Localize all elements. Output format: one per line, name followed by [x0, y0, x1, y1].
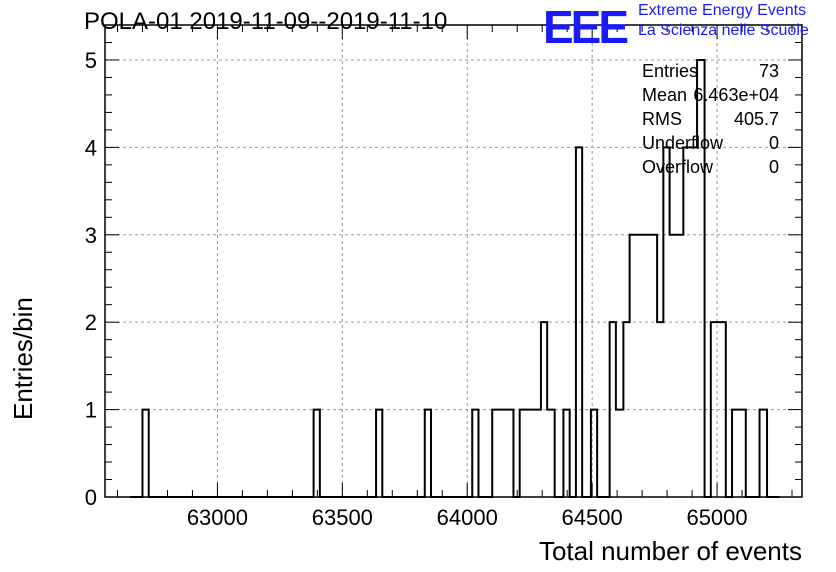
histogram-bin	[142, 410, 148, 497]
histogram-bin	[683, 147, 697, 497]
stats-box: Entries 73 Mean 6.463e+04 RMS 405.7 Unde…	[642, 59, 779, 179]
histogram-bin	[663, 147, 669, 497]
histogram-bin	[711, 322, 726, 497]
stat-value: 0	[768, 133, 779, 153]
logo-line-2: La Scienza nelle Scuole	[638, 22, 809, 39]
histogram-bin	[492, 410, 513, 497]
chart-title: POLA-01 2019-11-09--2019-11-10	[84, 8, 448, 35]
stat-row-entries: Entries 73	[642, 59, 779, 83]
histogram-bin	[760, 410, 767, 497]
stat-row-rms: RMS 405.7	[642, 107, 779, 131]
x-tick-label: 63500	[312, 505, 373, 530]
histogram-bin	[547, 410, 554, 497]
eee-logo: EEE	[543, 1, 629, 53]
x-tick-label: 63000	[187, 505, 248, 530]
y-tick-label: 3	[85, 223, 97, 248]
histogram-bin	[616, 410, 623, 497]
stat-row-underflow: Underflow 0	[642, 131, 779, 155]
y-tick-label: 2	[85, 310, 97, 335]
x-tick-label: 65000	[686, 505, 747, 530]
stat-value: 405.7	[733, 109, 779, 129]
stat-row-overflow: Overflow 0	[642, 155, 779, 179]
stat-label: Underflow	[642, 133, 724, 153]
stat-label: Overflow	[642, 157, 714, 177]
histogram-bin	[657, 322, 663, 497]
histogram-bin	[623, 322, 629, 497]
histogram-bin	[425, 410, 431, 497]
histogram-bin	[610, 322, 616, 497]
y-tick-label: 1	[85, 398, 97, 423]
y-tick-label: 0	[85, 485, 97, 510]
plot-frame	[104, 24, 803, 498]
histogram-bin	[732, 410, 746, 497]
histogram-bin	[563, 410, 569, 497]
logo-line-1: Extreme Energy Events	[638, 2, 807, 19]
stat-row-mean: Mean 6.463e+04	[642, 83, 779, 107]
x-axis-label: Total number of events	[538, 536, 802, 566]
histogram-bin	[630, 235, 657, 497]
histogram-bin	[472, 410, 478, 497]
histogram-bin	[541, 322, 547, 497]
stat-value: 0	[768, 157, 779, 177]
stat-label: Mean	[642, 85, 688, 105]
stat-label: RMS	[642, 109, 682, 129]
y-tick-label: 4	[85, 135, 97, 160]
stat-label: Entries	[642, 61, 699, 81]
y-axis-label: Entries/bin	[8, 297, 38, 420]
histogram-bin	[576, 147, 582, 497]
histogram-bin	[314, 410, 320, 497]
histogram-bin	[520, 410, 541, 497]
x-tick-label: 64000	[437, 505, 498, 530]
stat-value: 73	[758, 61, 779, 81]
plot-area	[105, 25, 802, 497]
stat-value: 6.463e+04	[693, 85, 779, 105]
y-tick-label: 5	[85, 48, 97, 73]
histogram-bin	[376, 410, 382, 497]
histogram-bin	[670, 235, 684, 497]
x-tick-label: 64500	[562, 505, 623, 530]
